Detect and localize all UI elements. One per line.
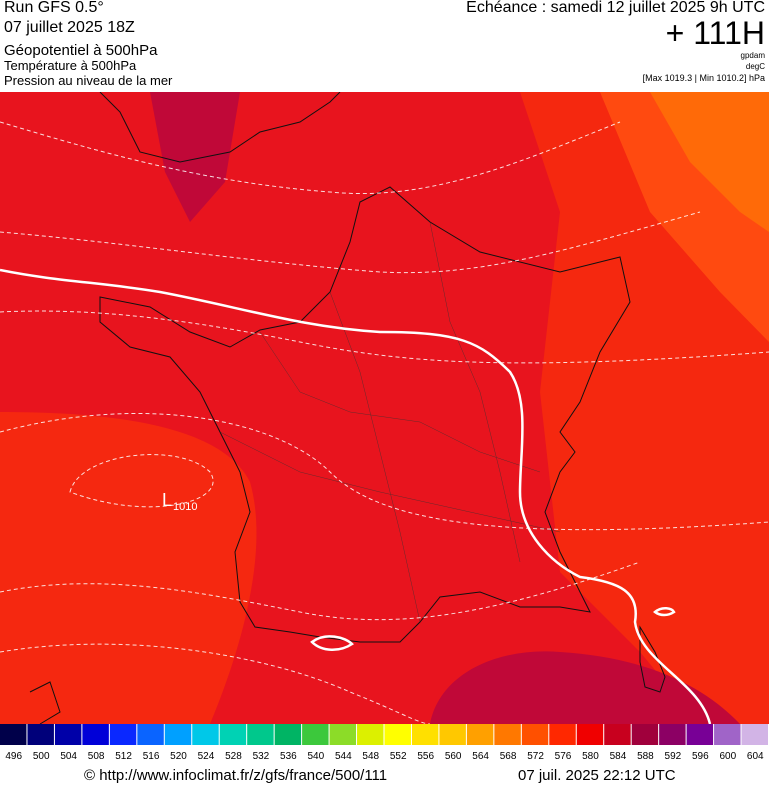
- colorbar-label: 548: [362, 751, 379, 762]
- colorbar-swatch: [466, 724, 494, 745]
- colorbar-label: 576: [555, 751, 572, 762]
- colorbar-label: 580: [582, 751, 599, 762]
- colorbar-swatch: [54, 724, 82, 745]
- colorbar-swatch: [384, 724, 411, 745]
- colorbar: 496 500 504 508 512 516 520 524 528 532 536 540 544 5…: [0, 724, 768, 762]
- colorbar-label: 516: [143, 751, 160, 762]
- borders: [219, 221, 561, 623]
- colorbar-swatch: [659, 724, 686, 745]
- colorbar-swatch: [109, 724, 137, 745]
- colorbar-label: 544: [335, 751, 352, 762]
- colorbar-label: 536: [280, 751, 297, 762]
- colorbar-swatch: [192, 724, 219, 745]
- colorbar-swatch: [714, 724, 741, 745]
- colorbar-swatch: [631, 724, 659, 745]
- colorbar-label: 512: [115, 751, 132, 762]
- colorbar-swatch: [357, 724, 384, 745]
- colorbar-label: 556: [417, 751, 434, 762]
- colorbar-label: 528: [225, 751, 242, 762]
- colorbar-swatch: [521, 724, 549, 745]
- colorbar-swatch: [549, 724, 576, 745]
- colorbar-swatch: [274, 724, 302, 745]
- coastline: [29, 92, 666, 724]
- colorbar-swatch: [686, 724, 714, 745]
- colorbar-swatch: [164, 724, 192, 745]
- colorbar-label: 572: [527, 751, 544, 762]
- colorbar-swatch: [576, 724, 604, 745]
- colorbar-swatch: [411, 724, 439, 745]
- map: L 1010: [0, 92, 769, 724]
- field-title: Pression au niveau de la mer: [4, 73, 173, 88]
- colorbar-swatch: [0, 724, 27, 745]
- colorbar-label: 560: [445, 751, 462, 762]
- low-value: 1010: [173, 501, 197, 513]
- colorbar-label: 600: [719, 751, 736, 762]
- colorbar-label: 564: [472, 751, 489, 762]
- colorbar-label: 584: [610, 751, 627, 762]
- colorbar-label: 568: [500, 751, 517, 762]
- colorbar-swatch: [439, 724, 466, 745]
- field-zone: [430, 651, 740, 724]
- colorbar-label: 508: [88, 751, 105, 762]
- forecast-time: Echéance : samedi 12 juillet 2025 9h UTC: [466, 0, 765, 16]
- colorbar-swatch: [247, 724, 274, 745]
- colorbar-label: 520: [170, 751, 187, 762]
- forecast-offset: + 111H: [665, 15, 765, 51]
- unit-label: degC: [745, 62, 765, 71]
- isobar: [0, 268, 712, 724]
- colorbar-swatch: [494, 724, 521, 745]
- colorbar-swatch: [82, 724, 109, 745]
- run-label: Run GFS 0.5°: [4, 0, 104, 16]
- colorbar-swatch: [137, 724, 164, 745]
- colorbar-label: 596: [692, 751, 709, 762]
- field-zone: [0, 412, 257, 724]
- footer-url: © http://www.infoclimat.fr/z/gfs/france/…: [84, 767, 388, 784]
- colorbar-label: 592: [665, 751, 682, 762]
- colorbar-swatch: [741, 724, 768, 745]
- colorbar-label: 588: [637, 751, 654, 762]
- isotherms: [0, 121, 769, 724]
- colorbar-swatch: [329, 724, 357, 745]
- field-zone: [650, 92, 769, 232]
- pressure-range: [Max 1019.3 | Min 1010.2] hPa: [642, 73, 765, 83]
- footer-timestamp: 07 juil. 2025 22:12 UTC: [518, 767, 676, 784]
- colorbar-label: 524: [198, 751, 215, 762]
- field-title: Géopotentiel à 500hPa: [4, 42, 158, 59]
- colorbar-label: 500: [33, 751, 50, 762]
- colorbar-swatch: [27, 724, 54, 745]
- run-date: 07 juillet 2025 18Z: [4, 19, 135, 36]
- colorbar-label: 604: [747, 751, 764, 762]
- colorbar-label: 504: [60, 751, 77, 762]
- colorbar-swatch: [604, 724, 631, 745]
- colorbar-label: 552: [390, 751, 407, 762]
- unit-label: gpdam: [740, 51, 765, 60]
- colorbar-label: 540: [307, 751, 324, 762]
- colorbar-swatch: [219, 724, 247, 745]
- colorbar-swatch: [302, 724, 329, 745]
- field-title: Température à 500hPa: [4, 58, 137, 73]
- low-letter: L: [162, 490, 172, 510]
- field-zone: [150, 92, 240, 222]
- colorbar-label: 496: [5, 751, 22, 762]
- colorbar-label: 532: [253, 751, 270, 762]
